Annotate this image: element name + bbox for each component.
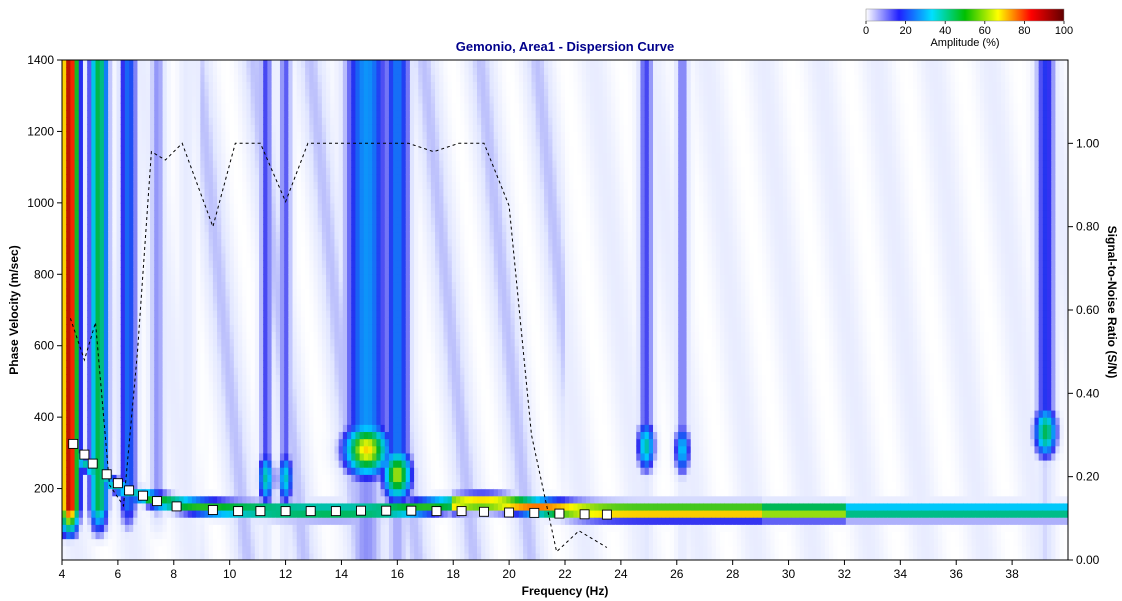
dispersion-point (139, 491, 148, 500)
y-axis-label: Phase Velocity (m/sec) (7, 245, 21, 374)
colorbar-tick-label: 20 (899, 25, 911, 37)
colorbar-tick-label: 60 (979, 25, 991, 37)
colorbar-tick-label: 0 (863, 25, 869, 37)
x-tick-label: 16 (391, 567, 405, 581)
x-tick-label: 36 (950, 567, 964, 581)
y2-tick-label: 0.00 (1076, 553, 1100, 567)
y2-tick-label: 0.40 (1076, 386, 1100, 400)
x-axis-label: Frequency (Hz) (522, 584, 609, 598)
x-tick-label: 4 (59, 567, 66, 581)
x-tick-label: 22 (558, 567, 572, 581)
y2-tick-label: 0.60 (1076, 303, 1100, 317)
dispersion-point (256, 507, 265, 516)
dispersion-point (555, 509, 564, 518)
amplitude-heatmap (62, 60, 1073, 561)
dispersion-point (457, 507, 466, 516)
dispersion-point (88, 459, 97, 468)
dispersion-point (234, 507, 243, 516)
x-tick-label: 28 (726, 567, 740, 581)
colorbar-tick-label: 40 (939, 25, 951, 37)
dispersion-point (125, 486, 134, 495)
colorbar-gradient (866, 9, 1064, 21)
y-tick-label: 600 (34, 339, 54, 353)
x-tick-label: 6 (115, 567, 122, 581)
x-tick-label: 12 (279, 567, 293, 581)
x-tick-label: 32 (838, 567, 852, 581)
dispersion-point (407, 506, 416, 515)
y2-axis-label: Signal-to-Noise Ratio (S/N) (1105, 226, 1119, 379)
dispersion-point (208, 506, 217, 515)
dispersion-point (306, 507, 315, 516)
y-tick-label: 1000 (27, 196, 54, 210)
x-tick-label: 26 (670, 567, 684, 581)
x-tick-label: 34 (894, 567, 908, 581)
y-tick-label: 1400 (27, 53, 54, 67)
y-axis: 200 400 600 800 1000 1200 1400 (27, 53, 62, 496)
x-axis: 4 6 8 10 12 14 16 18 20 22 24 26 28 30 32 34 36 38 (59, 560, 1019, 581)
x-tick-label: 38 (1005, 567, 1019, 581)
dispersion-point (357, 506, 366, 515)
y-tick-label: 1200 (27, 124, 54, 138)
dispersion-point (80, 450, 89, 459)
dispersion-point (281, 507, 290, 516)
dispersion-point (331, 507, 340, 516)
dispersion-point (505, 508, 514, 517)
dispersion-point (580, 510, 589, 519)
x-tick-label: 18 (447, 567, 461, 581)
dispersion-point (102, 470, 111, 479)
dispersion-point (432, 507, 441, 516)
dispersion-point (69, 439, 78, 448)
x-tick-label: 8 (170, 567, 177, 581)
x-tick-label: 10 (223, 567, 237, 581)
colorbar-label: Amplitude (%) (930, 37, 999, 49)
y-tick-label: 800 (34, 267, 54, 281)
y2-axis: 0.00 0.20 0.40 0.60 0.80 1.00 (1068, 136, 1100, 567)
y-tick-label: 200 (34, 482, 54, 496)
dispersion-point (113, 479, 122, 488)
colorbar-tick-label: 100 (1055, 25, 1073, 37)
x-tick-label: 30 (782, 567, 796, 581)
x-tick-label: 24 (614, 567, 628, 581)
y2-tick-label: 0.20 (1076, 470, 1100, 484)
dispersion-point (480, 507, 489, 516)
dispersion-point (382, 506, 391, 515)
colorbar-tick-label: 80 (1018, 25, 1030, 37)
x-tick-label: 20 (502, 567, 516, 581)
dispersion-point (172, 502, 181, 511)
dispersion-point (602, 510, 611, 519)
y2-tick-label: 1.00 (1076, 136, 1100, 150)
x-tick-label: 14 (335, 567, 349, 581)
colorbar: 0 20 40 60 80 100 Amplitude (%) (863, 9, 1073, 49)
dispersion-point (530, 508, 539, 517)
chart-title: Gemonio, Area1 - Dispersion Curve (456, 39, 674, 54)
dispersion-point (153, 497, 162, 506)
y-tick-label: 400 (34, 410, 54, 424)
y2-tick-label: 0.80 (1076, 220, 1100, 234)
